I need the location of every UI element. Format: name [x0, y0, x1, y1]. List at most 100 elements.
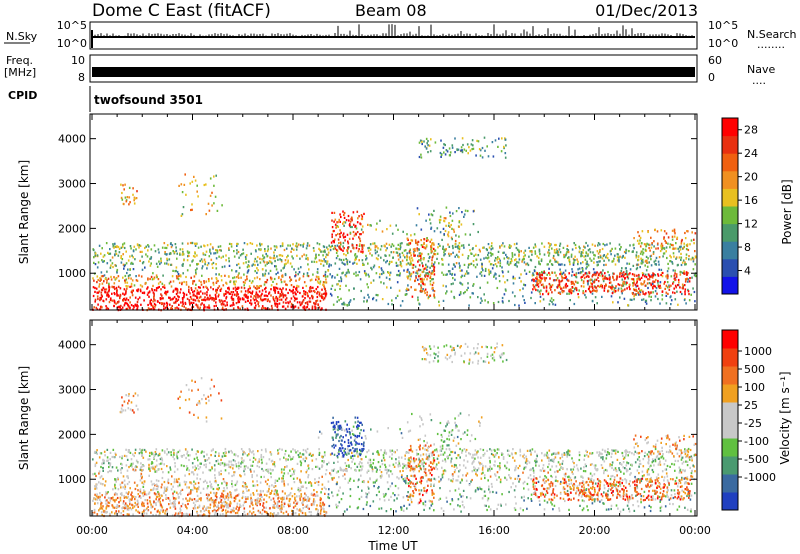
- power-cell: [192, 301, 195, 304]
- power-cell: [422, 258, 425, 261]
- power-cell: [288, 288, 291, 292]
- power-cell: [554, 260, 557, 263]
- power-cell: [431, 256, 434, 259]
- power-cell: [463, 274, 466, 277]
- power-cell: [230, 243, 233, 246]
- power-cell: [429, 294, 432, 297]
- power-cell: [611, 260, 613, 263]
- power-cell: [323, 286, 326, 289]
- power-cell: [540, 273, 543, 276]
- power-cell: [605, 263, 607, 266]
- power-cell: [537, 273, 540, 276]
- power-cell: [211, 191, 213, 194]
- vel-cell: [198, 497, 201, 500]
- vel-cell: [173, 505, 175, 508]
- power-cell: [151, 278, 154, 281]
- power-cell: [285, 283, 287, 286]
- power-cell: [399, 244, 402, 248]
- power-cell: [381, 269, 383, 272]
- vel-cell: [259, 511, 261, 514]
- nave-label: Nave: [747, 63, 775, 76]
- power-cell: [122, 298, 125, 301]
- power-cell: [175, 246, 177, 249]
- power-cell: [417, 296, 419, 299]
- power-cell: [421, 277, 423, 280]
- power-cell: [272, 298, 275, 301]
- vel-cell: [214, 504, 216, 507]
- power-cell: [322, 298, 325, 301]
- vel-cell: [137, 505, 139, 508]
- vel-cell: [312, 502, 315, 505]
- power-cell: [264, 264, 267, 267]
- power-cell: [222, 300, 224, 303]
- power-cell: [447, 263, 450, 266]
- power-cell: [193, 275, 196, 278]
- vel-cell: [101, 494, 103, 497]
- vel-cell: [259, 493, 262, 496]
- power-cell: [309, 279, 312, 282]
- power-cell: [677, 284, 679, 287]
- power-cell: [164, 291, 166, 295]
- power-cell: [638, 278, 641, 281]
- power-cell: [123, 293, 126, 296]
- vel-cell: [243, 501, 246, 504]
- power-cell: [184, 173, 186, 176]
- power-cell: [181, 248, 184, 251]
- power-cell: [268, 292, 270, 295]
- vel-cell: [215, 512, 218, 515]
- power-ylabel: Slant Range [km]: [17, 160, 31, 264]
- power-cell: [459, 291, 462, 294]
- vel-cell: [124, 487, 126, 490]
- power-cell: [608, 274, 611, 277]
- vel-cell: [170, 488, 173, 491]
- power-cell: [432, 242, 435, 245]
- power-cell: [172, 290, 174, 293]
- power-cell: [134, 197, 136, 200]
- power-cell: [446, 150, 449, 153]
- power-cell: [602, 242, 605, 246]
- power-cell: [256, 244, 258, 247]
- vel-cell: [125, 491, 128, 494]
- power-cell: [120, 261, 123, 264]
- vel-cell: [158, 492, 160, 495]
- power-cell: [568, 272, 570, 275]
- power-cell: [199, 306, 201, 309]
- power-cell: [339, 229, 341, 232]
- power-cell: [625, 270, 628, 273]
- power-cell: [108, 252, 110, 255]
- power-cell: [424, 267, 426, 270]
- power-cell: [152, 272, 154, 275]
- power-cell: [548, 303, 551, 306]
- vel-cell: [273, 512, 275, 515]
- power-cell: [497, 256, 499, 259]
- power-cell: [94, 252, 97, 255]
- power-cell: [202, 286, 205, 289]
- power-cell: [332, 247, 335, 251]
- power-cell: [106, 279, 108, 282]
- power-cell: [375, 245, 378, 248]
- power-cell: [511, 255, 514, 258]
- power-cell: [337, 296, 339, 299]
- vel-cell: [94, 487, 96, 490]
- vel-cell: [219, 513, 222, 516]
- power-cell: [639, 266, 641, 269]
- power-cell: [347, 247, 349, 250]
- vel-cell: [422, 453, 425, 456]
- power-cell: [257, 294, 259, 297]
- power-cell: [303, 307, 306, 310]
- power-cell: [257, 302, 259, 306]
- vel-cell: [222, 513, 224, 516]
- power-cell: [508, 299, 510, 303]
- power-cell: [442, 273, 445, 276]
- power-cell: [581, 275, 583, 278]
- power-cell: [330, 294, 333, 297]
- power-cell: [307, 295, 309, 298]
- power-cell: [353, 261, 356, 264]
- power-cell: [603, 289, 606, 292]
- power-cell: [342, 241, 345, 245]
- power-cell: [677, 247, 679, 250]
- power-cell: [270, 288, 272, 291]
- power-colorbar-swatch: [722, 258, 738, 277]
- power-cell: [129, 268, 131, 271]
- power-cell: [513, 263, 516, 266]
